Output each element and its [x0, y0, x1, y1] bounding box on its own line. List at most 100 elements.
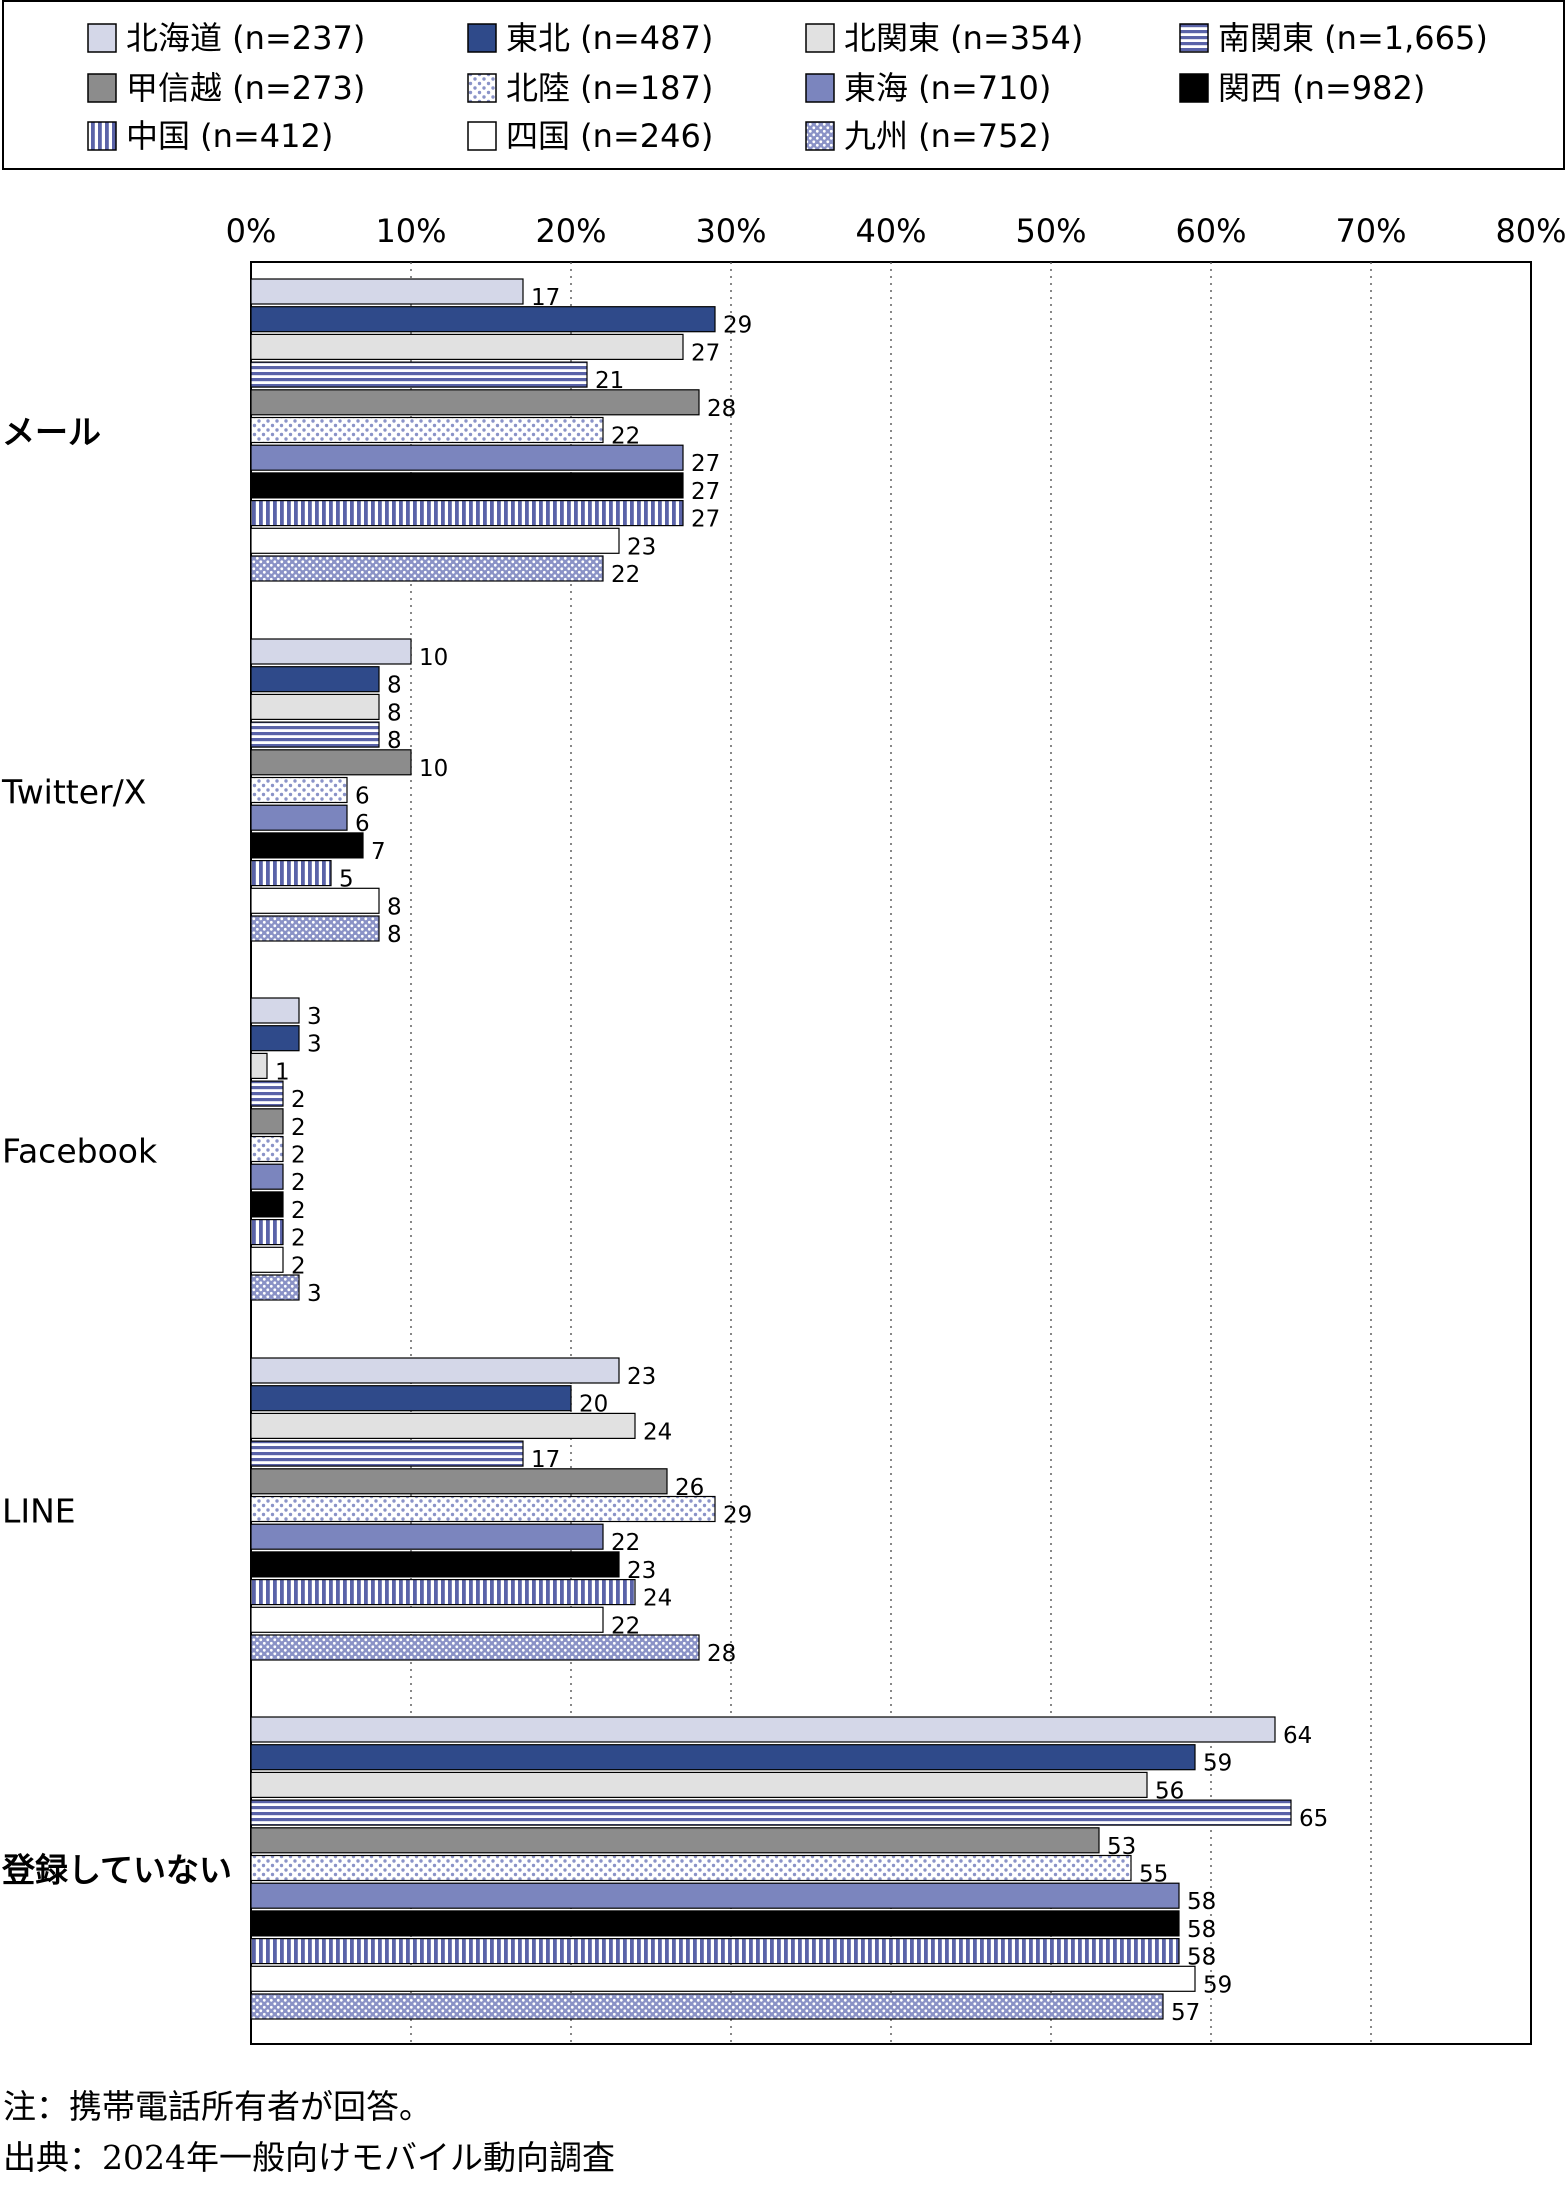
- legend-swatch: [87, 23, 117, 53]
- data-label: 2: [291, 1226, 306, 1252]
- data-label: 2: [291, 1115, 306, 1141]
- data-label: 29: [723, 1503, 752, 1529]
- data-label: 8: [387, 894, 402, 920]
- bar: [250, 278, 524, 305]
- legend-label: 北海道 (n=237): [126, 19, 365, 57]
- bar: [250, 721, 380, 748]
- bar: [250, 776, 348, 804]
- legend-label: 東北 (n=487): [506, 19, 713, 57]
- data-label: 24: [643, 1419, 672, 1445]
- legend-label: 中国 (n=412): [126, 117, 333, 155]
- data-label: 2: [291, 1253, 306, 1279]
- legend-label: 九州 (n=752): [844, 117, 1051, 155]
- category-label: LINE: [2, 1491, 76, 1530]
- data-label: 27: [691, 479, 720, 505]
- bar: [250, 1854, 1132, 1882]
- data-label: 27: [691, 507, 720, 533]
- category-label: 登録していない: [1, 1850, 232, 1889]
- bar: [250, 1052, 268, 1080]
- legend-swatch: [1179, 73, 1209, 103]
- bar: [250, 693, 380, 721]
- bar: [250, 444, 684, 471]
- x-tick-label: 80%: [1495, 212, 1566, 250]
- bar: [250, 1080, 284, 1107]
- bar: [250, 1744, 1196, 1771]
- bar: [250, 1468, 668, 1495]
- legend-swatch: [87, 73, 117, 103]
- bar: [250, 1882, 1180, 1909]
- legend-swatch: [805, 23, 835, 53]
- bar: [250, 1937, 1180, 1965]
- bar: [250, 1495, 716, 1523]
- x-tick-label: 30%: [695, 212, 766, 250]
- data-label: 8: [387, 700, 402, 726]
- data-label: 2: [291, 1198, 306, 1224]
- x-tick-label: 20%: [535, 212, 606, 250]
- bar: [250, 527, 620, 554]
- data-label: 23: [627, 534, 656, 560]
- bar: [250, 1440, 524, 1467]
- data-label: 6: [355, 784, 370, 810]
- data-label: 10: [419, 645, 448, 671]
- data-label: 1: [275, 1059, 290, 1085]
- legend-label: 北関東 (n=354): [844, 19, 1083, 57]
- data-label: 3: [307, 1032, 322, 1058]
- bar: [250, 915, 380, 942]
- bar: [250, 1191, 284, 1218]
- bar: [250, 1523, 604, 1550]
- bar: [250, 416, 604, 444]
- bar: [250, 361, 588, 388]
- legend-swatch: [1179, 23, 1209, 53]
- bar: [250, 1551, 620, 1578]
- category-label: Twitter/X: [1, 772, 146, 811]
- x-tick-label: 50%: [1015, 212, 1086, 250]
- data-label: 57: [1171, 2000, 1200, 2026]
- bar: [250, 555, 604, 582]
- legend-swatch: [87, 121, 117, 151]
- x-tick-label: 10%: [375, 212, 446, 250]
- bar: [250, 749, 412, 776]
- x-tick-label: 60%: [1175, 212, 1246, 250]
- bar: [250, 1412, 636, 1440]
- bar: [250, 1163, 284, 1190]
- data-label: 22: [611, 562, 640, 588]
- bar: [250, 500, 684, 527]
- legend-label: 東海 (n=710): [844, 69, 1051, 107]
- data-label: 58: [1187, 1917, 1216, 1943]
- bar: [250, 1827, 1100, 1854]
- legend-label: 北陸 (n=187): [506, 69, 713, 107]
- x-tick-label: 70%: [1335, 212, 1406, 250]
- legend-label: 甲信越 (n=273): [126, 69, 365, 107]
- legend-swatch: [805, 121, 835, 151]
- bar: [250, 333, 684, 360]
- bar: [250, 804, 348, 831]
- data-label: 28: [707, 1641, 736, 1667]
- bar: [250, 1385, 572, 1412]
- legend-swatch: [467, 23, 497, 53]
- legend: [2, 0, 1565, 170]
- x-tick-label: 40%: [855, 212, 926, 250]
- data-label: 3: [307, 1281, 322, 1307]
- bar: [250, 1771, 1148, 1799]
- bar: [250, 389, 700, 416]
- data-label: 2: [291, 1143, 306, 1169]
- bar: [250, 859, 332, 887]
- legend-label: 関西 (n=982): [1218, 69, 1425, 107]
- data-label: 59: [1203, 1972, 1232, 1998]
- bar: [250, 1274, 300, 1301]
- bar: [250, 1357, 620, 1384]
- bar: [250, 1716, 1276, 1743]
- source-note: 出典：2024年一般向けモバイル動向調査: [3, 2138, 615, 2177]
- data-label: 59: [1203, 1751, 1232, 1777]
- data-label: 58: [1187, 1889, 1216, 1915]
- bar: [250, 666, 380, 693]
- bar: [250, 1965, 1196, 1992]
- data-label: 27: [691, 340, 720, 366]
- data-label: 2: [291, 1087, 306, 1113]
- bar: [250, 1993, 1164, 2020]
- data-label: 24: [643, 1586, 672, 1612]
- footnote: 注：携帯電話所有者が回答。: [3, 2087, 432, 2126]
- data-label: 10: [419, 756, 448, 782]
- bar: [250, 1108, 284, 1135]
